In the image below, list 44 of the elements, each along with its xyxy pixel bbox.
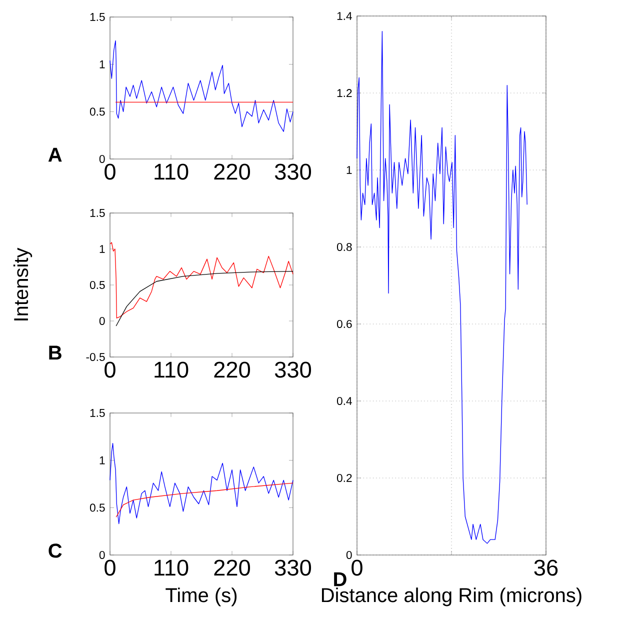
x-tick-label: 220: [214, 164, 250, 180]
y-tick-label: 1.2: [337, 89, 352, 97]
x-tick-label: 330: [274, 164, 312, 180]
y-tick-label: 1.5: [90, 13, 105, 21]
y-tick-label: 1: [346, 166, 352, 174]
y-tick-label: 1.4: [337, 12, 352, 20]
text: D: [334, 572, 346, 586]
y-tick-label: 0: [99, 316, 105, 325]
line-series: [116, 270, 294, 326]
y-tick-label: 0.2: [336, 474, 352, 482]
y-tick-label: 1: [100, 456, 105, 464]
text: B: [49, 346, 62, 360]
y-tick-label: 1.5: [90, 209, 105, 217]
line-series: [110, 242, 294, 318]
line-series: [356, 31, 528, 544]
x-tick-label: 110: [154, 560, 188, 576]
x-tick-label: 220: [214, 362, 250, 378]
y-tick-label: 0.6: [336, 320, 352, 328]
x-tick-label: 110: [154, 362, 188, 378]
y-tick-label: 1: [100, 245, 105, 253]
y-tick-label: -0.5: [86, 352, 105, 361]
x-tick-label: 220: [214, 560, 250, 576]
y-tick-label: 0: [99, 550, 105, 559]
y-tick-label: 0.8: [336, 242, 352, 251]
y-axis-title: Intensity: [13, 248, 32, 320]
line-series: [116, 482, 294, 518]
y-tick-label: 0.5: [90, 108, 105, 116]
text: C: [48, 544, 62, 558]
x-axis-title: Time (s): [166, 588, 237, 606]
x-tick-label: 330: [274, 362, 312, 378]
y-tick-label: 0.5: [90, 504, 105, 512]
x-tick-label: 36: [534, 560, 558, 576]
y-tick-label: 1: [100, 60, 105, 68]
line-series: [110, 442, 294, 524]
y-tick-label: 0: [346, 550, 352, 559]
y-tick-label: 0.5: [90, 280, 105, 289]
line-series: [110, 40, 294, 132]
x-tick-label: 330: [274, 560, 312, 576]
y-tick-label: 1.5: [90, 409, 105, 417]
text: A: [48, 148, 62, 162]
x-tick-label: 110: [154, 164, 188, 180]
x-axis-title: Distance along Rim (microns): [322, 588, 582, 606]
y-tick-label: 0.4: [336, 396, 352, 405]
y-tick-label: 0: [99, 154, 105, 163]
